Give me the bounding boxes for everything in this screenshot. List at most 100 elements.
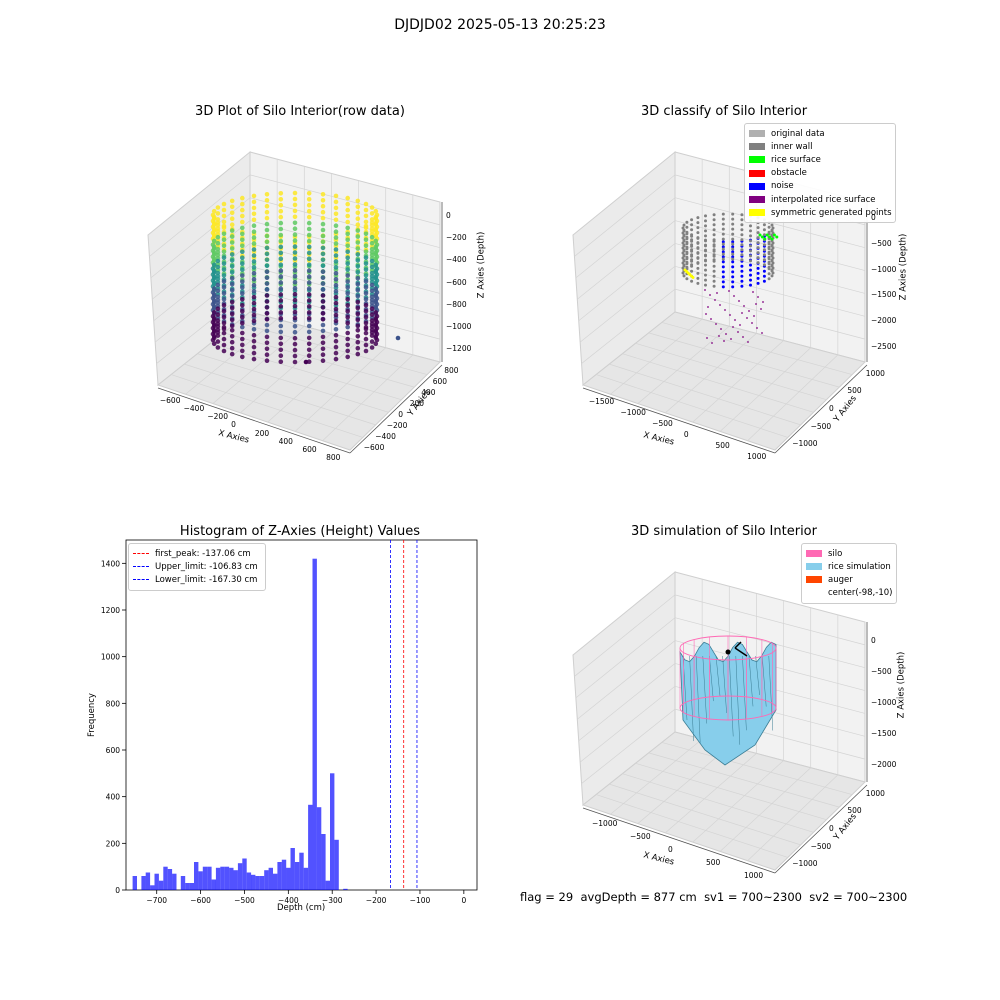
raw-point <box>345 219 350 225</box>
raw-point <box>221 326 227 332</box>
classify-point <box>749 244 752 248</box>
grid-line <box>747 774 839 861</box>
classify-legend-item: interpolated rice surface <box>749 193 891 206</box>
raw-point <box>306 280 312 285</box>
raw-point <box>221 342 227 348</box>
grid-line <box>575 197 676 279</box>
simulation-ytick: 0 <box>829 824 834 833</box>
classify-point <box>739 324 741 326</box>
raw-point <box>333 247 339 252</box>
histogram-ytick-label: 0 <box>115 886 120 895</box>
simulation-ztick: −2000 <box>871 759 897 769</box>
raw-point <box>320 215 326 221</box>
y-axis-line <box>774 364 868 454</box>
raw-point <box>369 294 375 300</box>
raw-point <box>221 336 227 342</box>
raw-point <box>215 306 221 311</box>
raw-xtick: 200 <box>254 428 270 438</box>
classify-point <box>724 309 726 311</box>
raw-point <box>355 204 361 210</box>
raw-point <box>345 308 350 314</box>
histogram-bar <box>202 866 208 890</box>
raw-point <box>240 285 245 290</box>
raw-point <box>229 299 235 305</box>
histogram-ylabel: Frequency <box>86 693 97 737</box>
raw-point <box>292 315 298 321</box>
raw-point <box>211 214 217 220</box>
auger-line <box>734 641 742 649</box>
classify-point <box>770 258 774 262</box>
classify-xtick: 0 <box>683 429 689 439</box>
raw-point <box>363 255 369 260</box>
legend-line-swatch <box>133 579 149 581</box>
raw-point <box>345 225 350 231</box>
raw-point <box>292 329 298 335</box>
raw-point <box>211 220 217 226</box>
grid-line <box>674 594 866 646</box>
grid-line <box>665 333 757 414</box>
raw-point <box>215 318 221 323</box>
status-flag: flag = 29 <box>520 890 574 904</box>
classify-ztick: 0 <box>871 212 876 222</box>
histogram-bar <box>167 869 173 890</box>
classify-point <box>690 253 694 257</box>
raw-point <box>264 257 270 263</box>
classify-ytick: −1000 <box>792 439 818 449</box>
raw-point <box>373 256 379 262</box>
center-dot <box>725 649 731 655</box>
histogram-bar <box>163 866 168 890</box>
rice-surface-meshline <box>761 655 767 707</box>
histogram-xtick-label: −300 <box>322 896 343 905</box>
raw-point <box>306 226 312 232</box>
raw-point <box>306 341 312 347</box>
raw-point <box>215 223 221 228</box>
raw-point <box>278 268 284 273</box>
grid-line <box>648 752 840 808</box>
raw-point <box>251 344 257 350</box>
raw-point <box>306 298 312 303</box>
classify-point <box>749 268 752 272</box>
raw-point <box>373 262 379 268</box>
raw-point <box>240 342 245 348</box>
grid-line <box>692 760 784 843</box>
raw-point <box>211 274 217 279</box>
classify-point <box>731 280 735 284</box>
raw-point <box>345 243 350 249</box>
raw-point <box>264 209 270 215</box>
classify-point <box>682 238 686 242</box>
floor-pane <box>581 731 866 871</box>
raw-point <box>251 277 257 282</box>
raw-point <box>369 288 375 294</box>
classify-point <box>704 214 707 218</box>
raw-point <box>333 356 339 362</box>
histogram-bar <box>242 858 247 890</box>
raw-point <box>369 282 375 288</box>
raw-point <box>373 220 379 226</box>
grid-line <box>579 686 676 763</box>
raw-point <box>215 205 221 210</box>
classify-point <box>731 222 735 226</box>
raw-point <box>215 324 221 329</box>
histogram-bar <box>268 867 273 890</box>
raw-point <box>345 314 350 320</box>
classify-point <box>704 283 707 287</box>
classify-point <box>712 228 716 232</box>
raw-point <box>363 326 369 332</box>
simulation-zlabel: Z Axies (Depth) <box>896 651 907 719</box>
raw-point <box>306 256 312 262</box>
simulation-ytick: 500 <box>847 806 862 816</box>
raw-point <box>215 339 221 344</box>
raw-point <box>240 308 245 314</box>
raw-point <box>369 339 375 344</box>
raw-point <box>264 215 270 221</box>
classify-point <box>756 261 760 265</box>
raw-point <box>369 211 375 216</box>
grid-line <box>661 322 853 375</box>
raw-point <box>320 209 326 215</box>
classify-point <box>682 223 686 227</box>
classify-point <box>756 256 760 260</box>
raw-point <box>363 207 369 213</box>
raw-point <box>278 274 284 279</box>
status-sv1: sv1 = 700~2300 <box>704 890 802 904</box>
raw-point <box>355 258 361 263</box>
